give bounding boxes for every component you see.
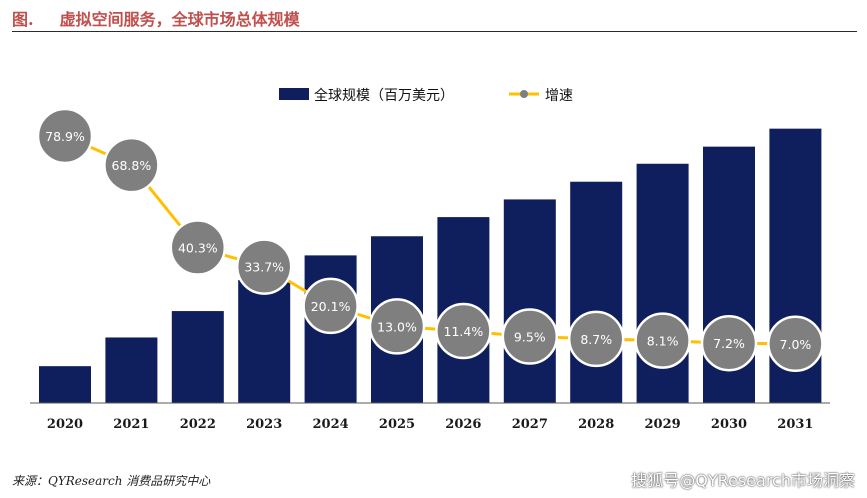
chart: 2020 2021 2022 2023 2024 2025 2026 2027 2028 2029… [30, 87, 830, 432]
x-tick-label: 2024 [313, 417, 349, 432]
bar-2022 [171, 311, 224, 403]
legend-bar-swatch [279, 88, 309, 100]
growth-data-label: 33.7% [244, 260, 284, 275]
x-tick-label: 2021 [113, 417, 149, 432]
growth-data-label: 7.0% [780, 337, 812, 352]
bar-2021 [105, 337, 158, 403]
legend-line-marker [520, 90, 528, 98]
growth-bubble [103, 136, 160, 194]
growth-data-label: 20.1% [311, 299, 351, 314]
growth-bubble [302, 277, 359, 335]
x-tick-label: 2031 [777, 417, 813, 432]
figure-label: 图. [12, 10, 34, 29]
bar-2020 [39, 366, 91, 403]
x-tick-label: 2020 [47, 417, 83, 432]
x-tick-label: 2026 [445, 417, 481, 432]
growth-bubble [501, 308, 559, 365]
growth-bubble [700, 314, 758, 372]
x-tick-label: 2022 [180, 417, 216, 432]
growth-data-label: 13.0% [377, 319, 417, 334]
bar-2027 [503, 199, 556, 403]
bar-2028 [570, 181, 623, 403]
figure-header: 图. 虚拟空间服务，全球市场总体规模 [12, 5, 857, 32]
growth-data-label: 7.2% [713, 336, 745, 351]
x-tick-label: 2029 [645, 417, 681, 432]
x-tick-label: 2025 [379, 417, 415, 432]
growth-bubble [567, 310, 625, 368]
x-tick-label: 2023 [246, 417, 282, 432]
growth-point-2028: 8.7% [567, 310, 625, 368]
growth-data-label: 40.3% [178, 241, 218, 256]
source-note: 来源：QYResearch 消费品研究中心 [12, 474, 211, 488]
growth-bubble [634, 312, 691, 369]
growth-point-2023: 33.7% [235, 238, 293, 295]
legend-bar-label: 全球规模（百万美元） [314, 87, 454, 104]
growth-point-2031: 7.0% [767, 315, 824, 373]
growth-data-label: 78.9% [45, 129, 85, 144]
growth-point-2021: 68.8% [103, 136, 160, 194]
growth-data-label: 68.8% [112, 158, 152, 173]
x-tick-label: 2030 [711, 417, 747, 432]
figure-title: 虚拟空间服务，全球市场总体规模 [59, 10, 300, 29]
growth-bubble [235, 238, 293, 295]
growth-point-2020: 78.9% [36, 107, 94, 165]
x-tick-label: 2028 [578, 417, 614, 432]
growth-point-2029: 8.1% [634, 312, 691, 369]
growth-point-2026: 11.4% [435, 302, 492, 360]
legend-line-label: 增速 [545, 88, 573, 104]
growth-bubble [368, 298, 426, 355]
growth-point-2022: 40.3% [169, 219, 227, 276]
growth-data-label: 8.7% [580, 332, 612, 347]
growth-bubble [169, 219, 227, 276]
watermark: 搜狐号@QYResearch市场洞察 [631, 471, 855, 490]
x-tick-label: 2027 [512, 417, 548, 432]
growth-point-2027: 9.5% [501, 308, 559, 365]
growth-point-2030: 7.2% [700, 314, 758, 372]
growth-point-2025: 13.0% [368, 298, 426, 355]
growth-point-2024: 20.1% [302, 277, 359, 335]
growth-bubble [435, 302, 492, 360]
growth-bubble [767, 315, 824, 373]
bar-2023 [238, 280, 291, 403]
growth-data-label: 11.4% [444, 324, 484, 339]
growth-data-label: 8.1% [647, 334, 679, 349]
growth-data-label: 9.5% [514, 330, 546, 345]
growth-bubble [36, 107, 94, 165]
